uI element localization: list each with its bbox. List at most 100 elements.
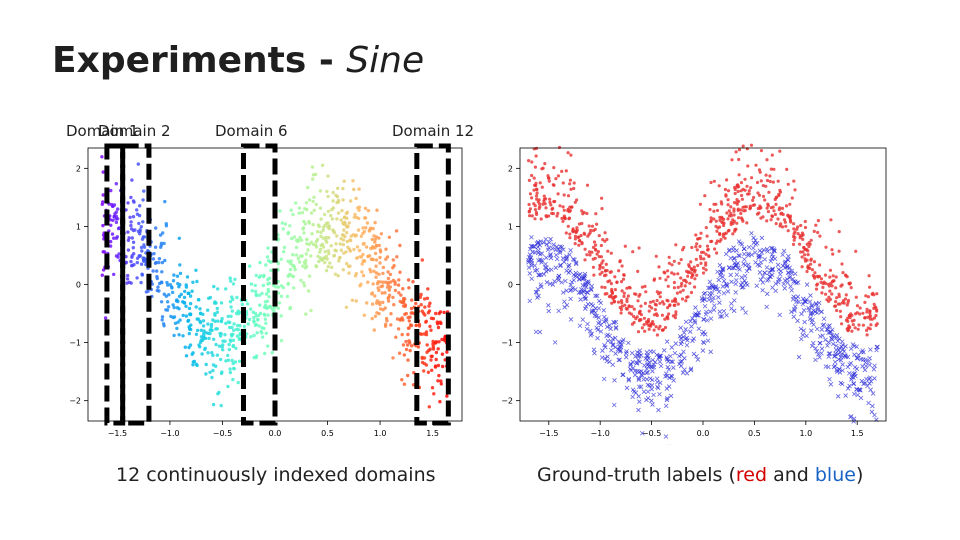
data-point-red: [547, 179, 551, 183]
data-point: [361, 226, 365, 230]
data-point: [344, 305, 349, 309]
data-point-blue: [834, 343, 839, 349]
data-point-red: [568, 182, 572, 186]
data-point: [164, 222, 168, 226]
data-point-blue: [838, 355, 844, 360]
data-point-blue: [702, 297, 708, 303]
data-point: [221, 348, 225, 352]
data-point: [172, 305, 176, 310]
data-point-red: [771, 180, 775, 184]
data-point-blue: [613, 351, 618, 356]
data-point-blue: [817, 334, 823, 339]
data-point-blue: [716, 294, 721, 300]
data-point-blue: [535, 286, 541, 292]
data-point-red: [627, 285, 631, 289]
data-point-blue: [757, 270, 763, 275]
data-point: [389, 280, 393, 284]
data-point-blue: [708, 316, 714, 321]
data-point-blue: [717, 309, 723, 314]
data-point: [242, 324, 247, 329]
data-point: [254, 273, 258, 278]
data-point-red: [806, 253, 810, 257]
data-point-blue: [739, 242, 745, 247]
data-point-red: [654, 303, 658, 307]
data-point: [258, 311, 263, 315]
data-point-red: [761, 184, 765, 188]
data-point-red: [606, 249, 610, 253]
data-point: [303, 266, 307, 270]
data-point-blue: [552, 279, 557, 284]
data-point-blue: [704, 309, 709, 315]
data-point-red: [625, 299, 629, 304]
data-point-blue: [858, 357, 864, 362]
data-point: [329, 244, 333, 248]
data-point: [419, 332, 424, 336]
data-point-blue: [589, 287, 594, 293]
data-point-red: [813, 271, 817, 275]
data-point-blue: [854, 355, 860, 361]
data-point: [266, 282, 270, 286]
data-point-red: [619, 311, 623, 315]
data-point-blue: [589, 283, 595, 289]
data-point-red: [666, 284, 670, 288]
data-point: [229, 279, 233, 283]
data-point-red: [672, 286, 676, 290]
data-point: [373, 220, 377, 225]
data-point: [109, 239, 113, 244]
data-point-blue: [588, 286, 594, 292]
data-point-red: [652, 313, 656, 317]
data-point-red: [774, 202, 778, 206]
data-point: [351, 179, 355, 183]
data-point-blue: [533, 329, 539, 335]
data-point-red: [630, 305, 634, 309]
data-point: [126, 201, 130, 205]
data-point-blue: [709, 298, 715, 304]
data-point: [414, 323, 418, 327]
data-point: [336, 211, 341, 215]
data-point-blue: [669, 359, 674, 364]
data-point-blue: [543, 269, 549, 274]
data-point-red: [573, 242, 577, 246]
data-point: [420, 355, 424, 360]
data-point-blue: [712, 303, 717, 308]
data-point-red: [763, 198, 767, 202]
data-point-red: [705, 234, 709, 238]
data-point-blue: [757, 248, 763, 253]
data-point-blue: [628, 362, 633, 368]
data-point-blue: [716, 277, 721, 283]
data-point-red: [712, 217, 716, 221]
data-point-red: [834, 286, 838, 290]
data-point-red: [688, 281, 692, 285]
domain-label-1: Domain 1: [66, 122, 139, 140]
data-point-blue: [760, 274, 766, 279]
data-point-blue: [526, 265, 532, 270]
data-point-blue: [652, 359, 658, 365]
data-point-blue: [749, 252, 755, 258]
data-point: [371, 257, 375, 262]
data-point-red: [667, 312, 671, 316]
data-point-red: [835, 296, 839, 300]
data-point-red: [719, 237, 723, 242]
data-point: [307, 242, 311, 247]
data-point: [396, 283, 401, 287]
data-point-red: [546, 176, 551, 180]
data-point: [395, 255, 399, 259]
data-point: [137, 213, 142, 218]
data-point-red: [572, 181, 576, 185]
data-point: [109, 223, 113, 227]
data-point-blue: [564, 268, 569, 274]
data-point: [431, 339, 435, 344]
data-point-red: [772, 167, 776, 171]
data-point: [254, 354, 259, 358]
data-point-red: [834, 300, 838, 304]
data-point: [312, 195, 316, 199]
data-point: [101, 170, 105, 174]
data-point-red: [814, 223, 818, 227]
data-point: [283, 222, 288, 226]
data-point-red: [793, 235, 797, 240]
data-point-red: [552, 166, 556, 170]
data-point-blue: [737, 253, 742, 259]
data-point: [431, 342, 435, 346]
data-point-red: [719, 200, 723, 204]
data-point: [266, 313, 270, 317]
